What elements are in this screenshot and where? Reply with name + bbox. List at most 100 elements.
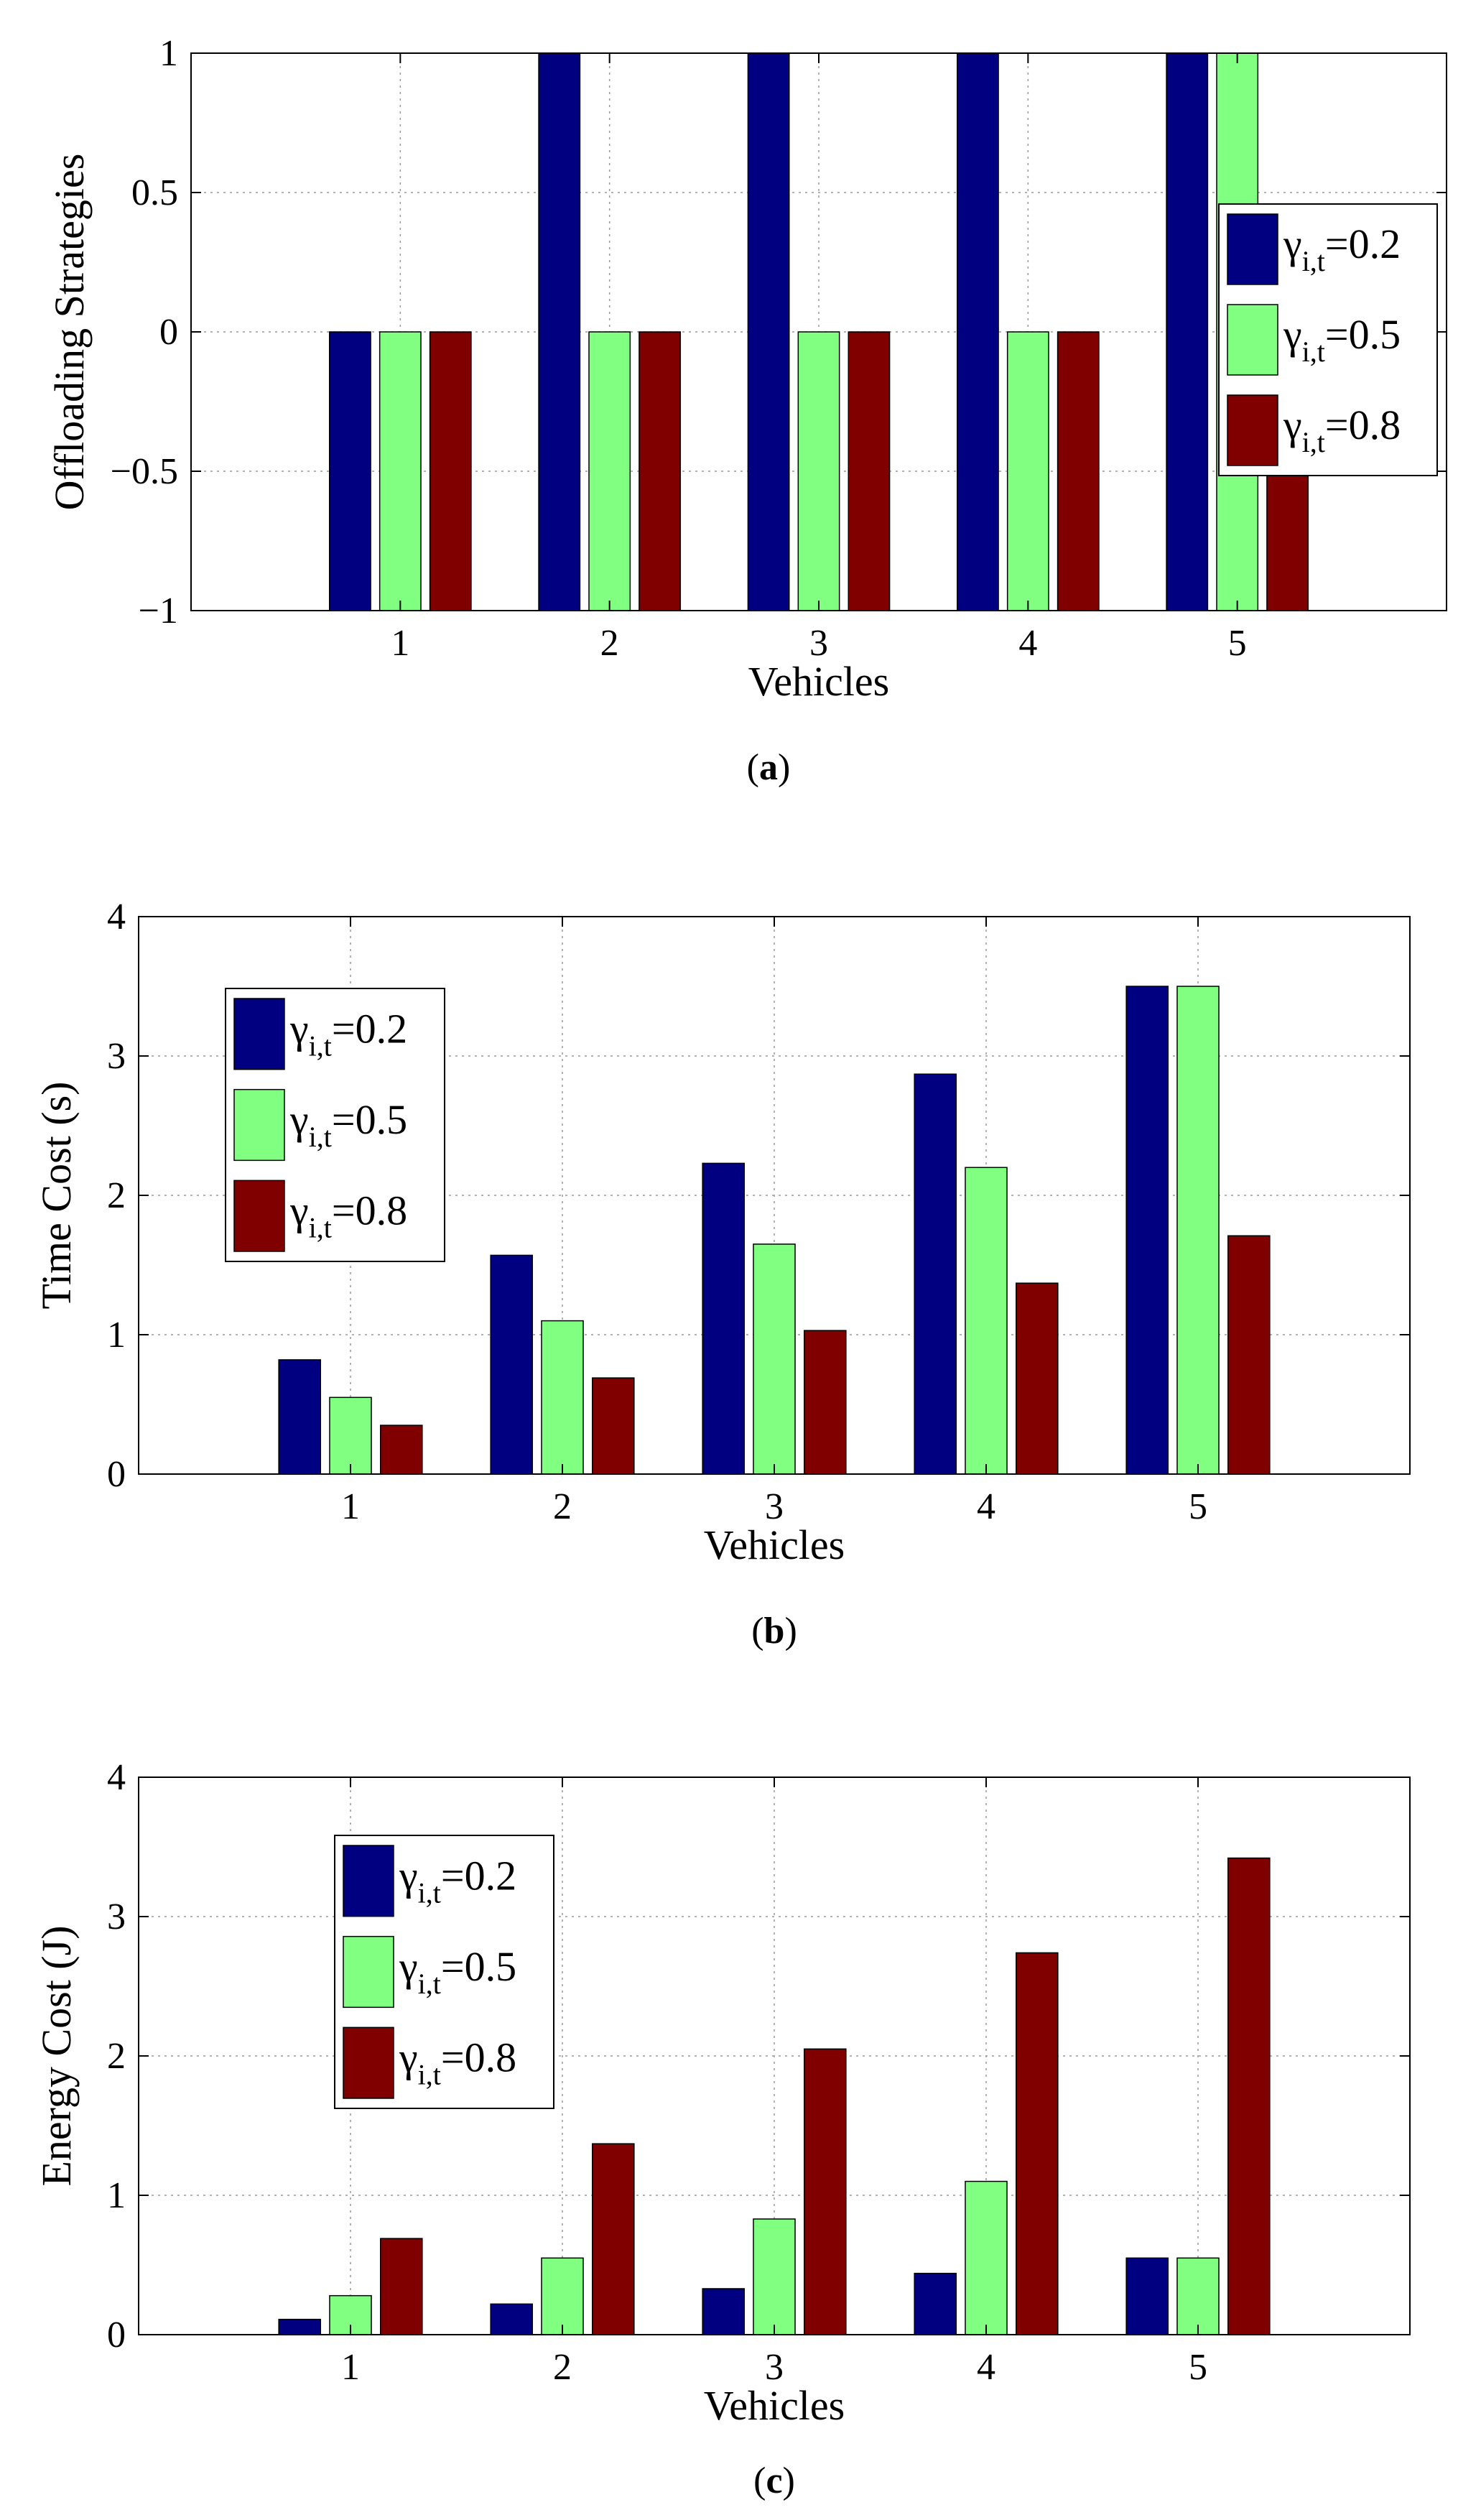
bar-a-series-0.2-vehicle-2 — [538, 52, 581, 611]
legend: γi,t=0.2 γi,t=0.5 γi,t=0.8 — [334, 1835, 554, 2109]
bar-b-series-0.8-vehicle-4 — [1016, 1282, 1059, 1475]
bar-b-series-0.5-vehicle-4 — [965, 1167, 1008, 1475]
y-tick-label: −1 — [139, 590, 178, 631]
x-tick-label: 3 — [765, 2347, 784, 2388]
legend-swatch — [343, 2026, 394, 2099]
x-axis-label: Vehicles — [748, 658, 890, 705]
y-tick-label: 3 — [107, 1036, 126, 1077]
legend: γi,t=0.2 γi,t=0.5 γi,t=0.8 — [1218, 203, 1438, 476]
chart-c: 0 1 2 3 4 1 2 3 4 5 Vehicles Energy Cost (J) γi,t=0.… — [33, 1757, 1411, 2501]
legend-label: γi,t=0.8 — [1283, 402, 1401, 458]
legend-label: γi,t=0.2 — [1283, 221, 1401, 277]
x-tick-label: 3 — [809, 623, 828, 664]
bar-a-series-0.2-vehicle-4 — [956, 52, 999, 611]
legend-label: γi,t=0.5 — [399, 1943, 516, 2000]
x-axis-label: Vehicles — [704, 2382, 845, 2429]
y-tick-label: 4 — [107, 897, 126, 937]
bar-a-series-0.5-vehicle-1 — [379, 331, 422, 611]
bar-c-series-0.2-vehicle-5 — [1125, 2257, 1169, 2335]
bar-a-series-0.8-vehicle-3 — [848, 331, 891, 611]
bar-b-series-0.8-vehicle-1 — [380, 1425, 423, 1475]
bar-c-series-0.2-vehicle-3 — [702, 2288, 745, 2335]
bar-c-series-0.5-vehicle-3 — [753, 2218, 796, 2335]
bar-b-series-0.2-vehicle-1 — [278, 1359, 321, 1475]
x-tick-label: 5 — [1189, 2347, 1207, 2388]
bar-a-series-0.8-vehicle-1 — [429, 331, 472, 611]
bar-a-series-0.2-vehicle-1 — [328, 331, 371, 611]
bar-b-series-0.8-vehicle-5 — [1227, 1235, 1271, 1475]
chart-panels: −1 −0.5 0 0.5 1 1 2 3 4 5 Vehicles Offloading Strat… — [33, 33, 1447, 2501]
x-tick-label: 2 — [553, 1486, 572, 1527]
x-tick-label: 5 — [1228, 623, 1247, 664]
y-tick-label: 4 — [107, 1757, 126, 1798]
bar-b-series-0.5-vehicle-1 — [329, 1396, 372, 1475]
x-tick-label: 1 — [341, 2347, 360, 2388]
bar-c-series-0.8-vehicle-1 — [380, 2238, 423, 2335]
bar-b-series-0.2-vehicle-3 — [702, 1162, 745, 1475]
x-tick-label: 4 — [977, 1486, 995, 1527]
panel-caption: (b) — [751, 1611, 797, 1652]
y-tick-label: −0.5 — [111, 451, 178, 492]
bar-c-series-0.8-vehicle-3 — [804, 2048, 847, 2335]
bar-b-series-0.8-vehicle-2 — [592, 1377, 635, 1475]
bar-b-series-0.5-vehicle-5 — [1176, 986, 1220, 1475]
y-tick-label: 1 — [107, 2175, 126, 2216]
legend-label: γi,t=0.8 — [289, 1187, 407, 1244]
legend-swatch — [343, 1935, 394, 2009]
y-tick-label: 0 — [107, 1454, 126, 1495]
y-tick-label: 3 — [107, 1896, 126, 1937]
bar-b-series-0.2-vehicle-5 — [1125, 986, 1169, 1475]
bar-b-series-0.8-vehicle-3 — [804, 1330, 847, 1475]
legend-label: γi,t=0.5 — [1283, 311, 1401, 368]
bar-a-series-0.5-vehicle-2 — [588, 331, 631, 611]
panel-caption: (c) — [753, 2460, 795, 2501]
bar-c-series-0.2-vehicle-4 — [914, 2272, 957, 2335]
legend-swatch — [1227, 213, 1278, 285]
bar-a-series-0.8-vehicle-2 — [639, 331, 682, 611]
legend-swatch — [1227, 304, 1278, 376]
bar-c-series-0.5-vehicle-2 — [541, 2257, 584, 2335]
x-tick-label: 2 — [553, 2347, 572, 2388]
y-tick-label: 2 — [107, 1175, 126, 1216]
bar-c-series-0.5-vehicle-5 — [1176, 2257, 1220, 2335]
bar-c-series-0.8-vehicle-4 — [1016, 1952, 1059, 2335]
y-axis-label: Energy Cost (J) — [33, 1925, 80, 2186]
legend-swatch — [233, 1180, 285, 1252]
legend-swatch — [233, 998, 285, 1070]
bar-a-series-0.2-vehicle-3 — [747, 52, 790, 611]
y-tick-label: 0 — [159, 312, 178, 353]
bar-c-series-0.8-vehicle-5 — [1227, 1857, 1271, 2335]
legend-label: γi,t=0.8 — [399, 2034, 516, 2091]
y-tick-label: 1 — [107, 1315, 126, 1356]
bar-a-series-0.5-vehicle-3 — [797, 331, 840, 611]
x-axis-label: Vehicles — [704, 1521, 845, 1568]
bar-b-series-0.5-vehicle-2 — [541, 1320, 584, 1475]
panel-caption: (a) — [747, 747, 791, 788]
y-tick-label: 0 — [107, 2315, 126, 2355]
y-tick-label: 2 — [107, 2036, 126, 2077]
bar-a-series-0.8-vehicle-4 — [1057, 331, 1100, 611]
bar-c-series-0.5-vehicle-4 — [965, 2180, 1008, 2335]
legend-label: γi,t=0.2 — [289, 1005, 407, 1062]
y-tick-label: 1 — [159, 33, 178, 74]
bar-b-series-0.2-vehicle-4 — [914, 1073, 957, 1475]
x-tick-label: 1 — [391, 623, 409, 664]
legend-label: γi,t=0.2 — [399, 1852, 516, 1909]
x-tick-label: 5 — [1189, 1486, 1207, 1527]
legend-swatch — [1227, 394, 1278, 466]
legend-label: γi,t=0.5 — [289, 1096, 407, 1153]
bar-a-series-0.2-vehicle-5 — [1166, 52, 1209, 611]
bar-a-series-0.5-vehicle-4 — [1006, 331, 1049, 611]
bar-b-series-0.5-vehicle-3 — [753, 1243, 796, 1475]
bar-c-series-0.8-vehicle-2 — [592, 2143, 635, 2335]
bar-c-series-0.2-vehicle-1 — [278, 2318, 321, 2335]
legend: γi,t=0.2 γi,t=0.5 γi,t=0.8 — [225, 988, 445, 1262]
y-axis-label: Time Cost (s) — [33, 1082, 80, 1310]
chart-a: −1 −0.5 0 0.5 1 1 2 3 4 5 Vehicles Offloading Strat… — [46, 33, 1447, 788]
x-tick-label: 3 — [765, 1486, 784, 1527]
x-tick-label: 1 — [341, 1486, 360, 1527]
legend-swatch — [343, 1845, 394, 1917]
x-tick-label: 4 — [1018, 623, 1037, 664]
